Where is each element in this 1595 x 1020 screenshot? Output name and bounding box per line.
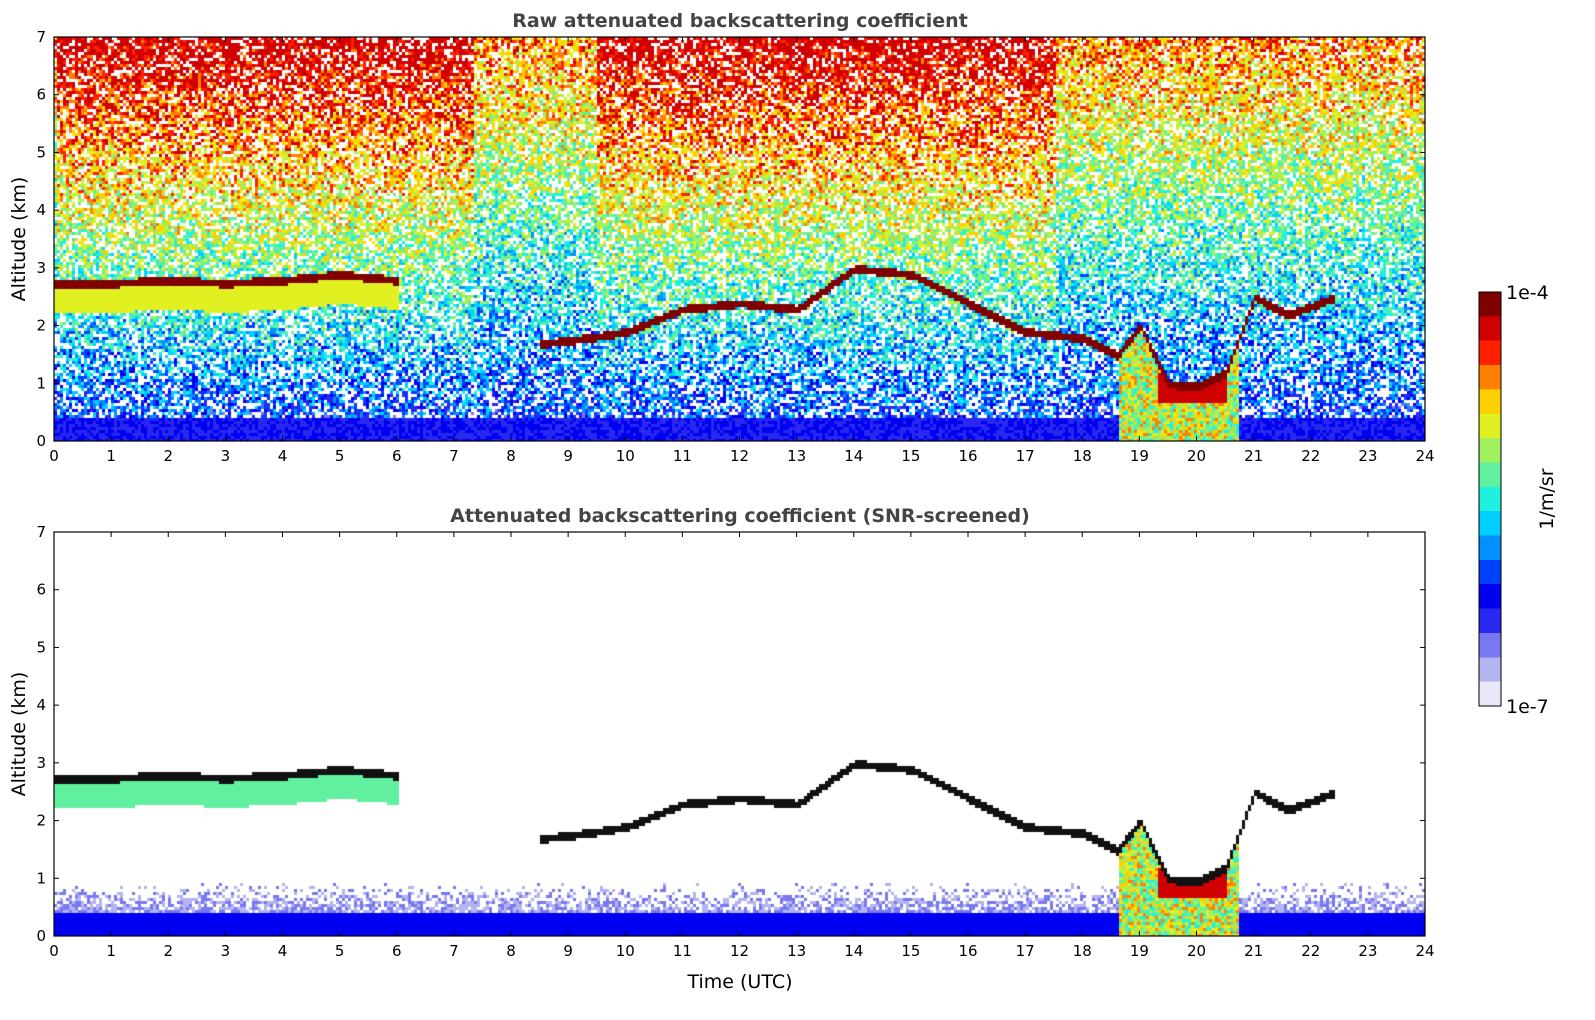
x-tick-label: 16 [958,447,977,465]
y-tick-label: 4 [36,696,46,714]
x-tick-label: 20 [1187,447,1206,465]
colorbar-frame [1478,291,1502,707]
x-tick-label: 11 [673,447,692,465]
x-tick-label: 18 [1073,942,1092,960]
x-tick-label: 6 [392,942,402,960]
x-tick-label: 3 [221,942,231,960]
x-tick-label: 17 [1016,447,1035,465]
colorbar: 1e-4 1e-7 1/m/sr [1478,282,1558,718]
x-tick-label: 4 [278,942,288,960]
x-tick-label: 7 [449,942,459,960]
x-tick-label: 1 [106,942,116,960]
x-tick-label: 14 [844,942,863,960]
x-tick-label: 14 [844,447,863,465]
x-tick-label: 18 [1073,447,1092,465]
panel-raw-title: Raw attenuated backscattering coefficien… [512,10,968,32]
y-tick-label: 6 [36,86,46,104]
x-tick-label: 21 [1244,942,1263,960]
x-tick-label: 13 [787,447,806,465]
colorbar-min-label: 1e-7 [1506,696,1549,718]
y-tick-label: 3 [36,754,46,772]
x-tick-label: 15 [901,942,920,960]
x-tick-label: 3 [221,447,231,465]
x-tick-label: 2 [163,942,173,960]
x-tick-label: 23 [1358,447,1377,465]
panel-screened-ticks: 0 1 2 3 4 5 6 7 8 9 10 11 12 13 14 15 16 17 18 19 20 21 22 23 24… [36,523,1434,960]
y-tick-label: 4 [36,201,46,219]
x-tick-label: 9 [563,447,573,465]
x-tick-label: 10 [616,447,635,465]
y-tick-label: 0 [36,927,46,945]
x-tick-label: 19 [1130,447,1149,465]
x-tick-label: 8 [506,447,516,465]
x-tick-label: 20 [1187,942,1206,960]
colorbar-gradient [1479,292,1501,706]
y-tick-label: 5 [36,143,46,161]
x-tick-label: 17 [1016,942,1035,960]
y-tick-label: 1 [36,374,46,392]
x-tick-label: 1 [106,447,116,465]
x-tick-label: 9 [563,942,573,960]
y-tick-label: 5 [36,638,46,656]
x-tick-label: 21 [1244,447,1263,465]
x-tick-label: 12 [730,447,749,465]
x-tick-label: 7 [449,447,459,465]
y-tick-label: 7 [36,28,46,46]
x-tick-label: 13 [787,942,806,960]
y-tick-label: 2 [36,317,46,335]
y-tick-label: 2 [36,812,46,830]
x-tick-label: 15 [901,447,920,465]
x-tick-label: 10 [616,942,635,960]
x-tick-label: 5 [335,942,345,960]
x-tick-label: 12 [730,942,749,960]
x-tick-label: 8 [506,942,516,960]
panel-raw-ticks: 0 1 2 3 4 5 6 7 8 9 10 11 12 13 14 15 16 17 18 19 20 21 22 23 24… [36,28,1434,465]
panel-raw: Raw attenuated backscattering coefficien… [8,10,1435,465]
y-tick-label: 7 [36,523,46,541]
x-tick-label: 22 [1301,942,1320,960]
x-tick-label: 0 [49,942,59,960]
panel-screened-plot-area [54,532,1425,936]
x-tick-label: 5 [335,447,345,465]
x-tick-label: 22 [1301,447,1320,465]
colorbar-unit-label: 1/m/sr [1536,468,1558,529]
panel-raw-ylabel: Altitude (km) [8,177,30,302]
x-tick-label: 2 [163,447,173,465]
x-tick-label: 24 [1415,447,1434,465]
colorbar-max-label: 1e-4 [1506,282,1549,304]
x-tick-label: 4 [278,447,288,465]
y-tick-label: 1 [36,869,46,887]
x-tick-label: 24 [1415,942,1434,960]
y-tick-label: 0 [36,432,46,450]
x-tick-label: 6 [392,447,402,465]
x-tick-label: 0 [49,447,59,465]
panel-raw-plot-area [54,37,1425,441]
panel-screened-title: Attenuated backscattering coefficient (S… [450,505,1030,527]
panel-screened-xlabel: Time (UTC) [686,971,792,993]
y-tick-label: 6 [36,581,46,599]
panel-screened-ylabel: Altitude (km) [8,672,30,797]
panel-screened: Attenuated backscattering coefficient (S… [8,505,1435,993]
x-tick-label: 11 [673,942,692,960]
x-tick-label: 23 [1358,942,1377,960]
x-tick-label: 16 [958,942,977,960]
y-tick-label: 3 [36,259,46,277]
x-tick-label: 19 [1130,942,1149,960]
